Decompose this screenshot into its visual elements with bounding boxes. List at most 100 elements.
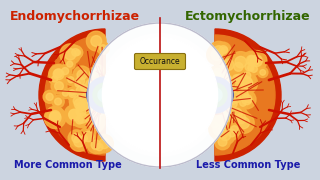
Circle shape <box>80 94 89 103</box>
Circle shape <box>232 109 250 128</box>
Circle shape <box>86 113 100 127</box>
Text: Endomychorrhizae: Endomychorrhizae <box>10 10 140 23</box>
Circle shape <box>46 93 53 100</box>
Circle shape <box>88 23 232 167</box>
Circle shape <box>231 126 238 133</box>
Wedge shape <box>98 88 105 102</box>
Circle shape <box>72 134 81 143</box>
Text: Less Common Type: Less Common Type <box>196 160 300 170</box>
FancyBboxPatch shape <box>134 53 186 69</box>
Circle shape <box>238 117 250 129</box>
Circle shape <box>233 112 254 133</box>
Circle shape <box>210 120 220 130</box>
Circle shape <box>213 68 233 87</box>
Circle shape <box>230 59 247 75</box>
Circle shape <box>260 69 266 75</box>
Circle shape <box>76 102 85 111</box>
Circle shape <box>76 94 97 114</box>
Circle shape <box>94 67 101 74</box>
Circle shape <box>210 71 221 82</box>
Circle shape <box>242 51 260 69</box>
Circle shape <box>87 101 96 111</box>
Circle shape <box>242 85 248 92</box>
Circle shape <box>245 63 253 71</box>
Circle shape <box>91 36 102 46</box>
Circle shape <box>228 123 241 136</box>
Circle shape <box>220 130 231 141</box>
Circle shape <box>228 129 236 137</box>
Circle shape <box>86 79 98 91</box>
Wedge shape <box>215 77 233 113</box>
Circle shape <box>49 64 68 84</box>
Circle shape <box>72 102 90 121</box>
Wedge shape <box>215 88 222 102</box>
Circle shape <box>87 136 104 153</box>
Circle shape <box>227 95 238 107</box>
Circle shape <box>49 73 60 85</box>
Circle shape <box>212 122 233 143</box>
Circle shape <box>60 44 81 65</box>
Circle shape <box>78 82 89 93</box>
Circle shape <box>74 136 84 147</box>
Circle shape <box>226 103 247 124</box>
Circle shape <box>216 56 233 73</box>
Circle shape <box>52 95 64 108</box>
Circle shape <box>219 111 227 119</box>
Circle shape <box>234 86 252 104</box>
Circle shape <box>69 90 76 97</box>
Circle shape <box>60 88 71 98</box>
Circle shape <box>67 87 77 98</box>
Circle shape <box>84 112 105 133</box>
Circle shape <box>222 74 232 84</box>
Circle shape <box>95 134 113 153</box>
Circle shape <box>236 82 243 89</box>
Circle shape <box>229 98 236 105</box>
Circle shape <box>83 91 91 98</box>
Circle shape <box>232 79 245 92</box>
Circle shape <box>73 113 86 127</box>
Circle shape <box>88 103 102 116</box>
Circle shape <box>81 136 87 141</box>
Circle shape <box>49 112 61 124</box>
Circle shape <box>68 130 84 146</box>
Circle shape <box>229 86 236 93</box>
Circle shape <box>73 108 92 127</box>
Circle shape <box>220 72 236 89</box>
Circle shape <box>71 81 93 102</box>
Circle shape <box>82 111 98 127</box>
Circle shape <box>100 45 107 51</box>
Circle shape <box>215 121 230 136</box>
Text: Occurance: Occurance <box>140 57 180 66</box>
Circle shape <box>220 75 228 83</box>
Circle shape <box>207 44 227 65</box>
Circle shape <box>53 69 64 80</box>
Circle shape <box>99 34 221 156</box>
Circle shape <box>96 143 103 151</box>
Circle shape <box>91 140 100 150</box>
Circle shape <box>73 79 83 89</box>
Circle shape <box>209 41 228 61</box>
Circle shape <box>242 94 252 105</box>
Circle shape <box>109 45 211 145</box>
Circle shape <box>70 94 90 114</box>
Circle shape <box>233 75 240 82</box>
Circle shape <box>83 97 100 115</box>
Circle shape <box>72 99 89 115</box>
Circle shape <box>68 45 83 59</box>
Circle shape <box>92 65 104 76</box>
Circle shape <box>244 72 251 79</box>
Circle shape <box>84 102 94 111</box>
Circle shape <box>215 134 230 150</box>
Wedge shape <box>215 29 281 161</box>
Circle shape <box>217 54 239 75</box>
Circle shape <box>75 81 81 87</box>
Circle shape <box>77 70 87 80</box>
Circle shape <box>78 82 90 94</box>
Circle shape <box>216 71 231 87</box>
Circle shape <box>62 90 68 96</box>
Circle shape <box>223 112 235 124</box>
Circle shape <box>248 56 256 64</box>
Wedge shape <box>45 35 105 155</box>
Circle shape <box>73 66 91 84</box>
Circle shape <box>230 52 251 73</box>
